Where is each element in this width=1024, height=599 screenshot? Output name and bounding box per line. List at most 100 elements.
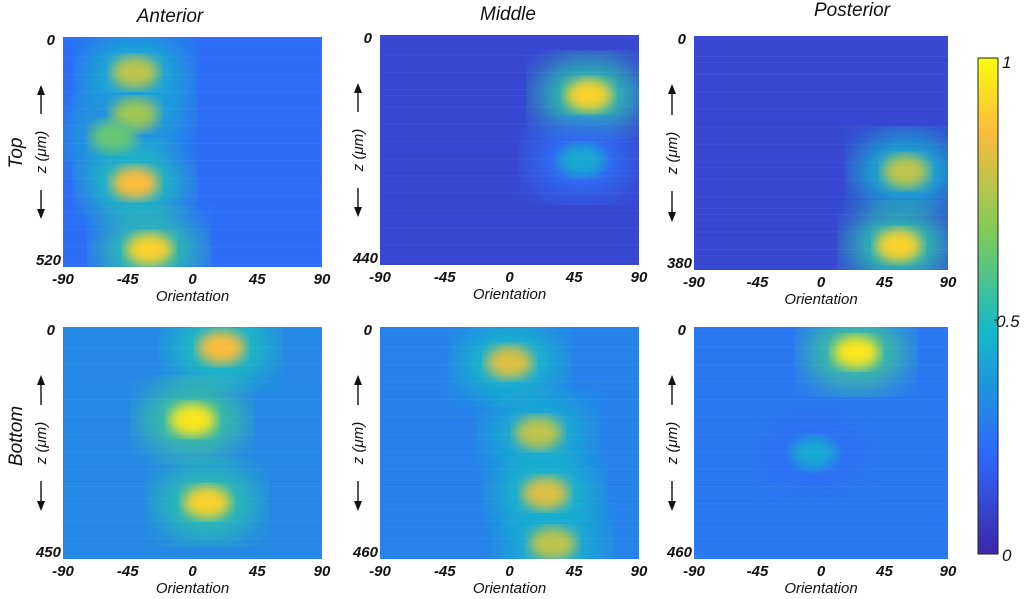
x-tick-label: 90	[631, 269, 648, 286]
heatmap-hotspot	[183, 486, 231, 519]
y-axis-label: z (μm)	[664, 132, 681, 175]
colorbar-tick-label: 0	[1002, 546, 1012, 565]
arrow-down-icon	[668, 212, 676, 222]
heatmap-hotspot	[197, 331, 245, 364]
y-tick-label: 520	[36, 252, 62, 269]
x-tick-label: -90	[369, 269, 391, 286]
x-tick-label: 90	[940, 563, 957, 580]
heatmap-hotspot	[169, 403, 216, 437]
arrow-up-icon	[37, 85, 45, 95]
x-tick-label: 45	[875, 563, 893, 580]
x-tick-label: -90	[369, 563, 391, 580]
heatmap-panel: 0 440 z (μm) -90 -45 0 45 90 Orientation	[350, 30, 648, 303]
colorbar-tick-label: 1	[1002, 53, 1011, 72]
heatmap-panel: 0 460 z (μm) -90 -45 0 45 90 Orientation	[350, 322, 648, 597]
heatmap-hotspot	[514, 416, 562, 450]
row-title-bottom: Bottom	[6, 406, 27, 466]
x-tick-label: 45	[875, 274, 893, 291]
y-axis-label: z (μm)	[350, 129, 367, 172]
x-axis-label: Orientation	[473, 580, 546, 597]
y-tick-label: 0	[364, 322, 373, 339]
x-tick-label: 0	[505, 563, 514, 580]
arrow-up-icon	[354, 375, 362, 385]
heatmap-hotspot	[875, 228, 922, 262]
x-tick-label: -45	[747, 563, 769, 580]
x-axis-label: Orientation	[784, 580, 857, 597]
arrow-down-icon	[37, 209, 45, 219]
heatmap-panel: 0 520 z (μm) -90 -45 0 45 90 Orientation	[33, 32, 331, 305]
arrow-up-icon	[37, 375, 45, 385]
y-tick-label: 460	[352, 544, 379, 561]
x-axis-label: Orientation	[473, 286, 546, 303]
arrow-up-icon	[668, 84, 676, 94]
x-tick-label: 90	[314, 271, 331, 288]
y-tick-label: 450	[35, 544, 62, 561]
y-axis-label: z (μm)	[33, 422, 50, 465]
heatmap-hotspot	[111, 166, 159, 200]
arrow-down-icon	[354, 501, 362, 511]
x-tick-label: -90	[683, 274, 705, 291]
x-tick-label: 0	[817, 563, 826, 580]
x-tick-label: 90	[314, 563, 331, 580]
heatmap-hotspot	[486, 346, 533, 379]
x-tick-label: -90	[52, 563, 74, 580]
y-axis-label: z (μm)	[350, 422, 367, 465]
arrow-down-icon	[354, 207, 362, 217]
y-tick-label: 0	[678, 322, 687, 339]
x-tick-label: 90	[631, 563, 648, 580]
x-tick-label: 90	[940, 274, 957, 291]
y-tick-label: 0	[364, 30, 373, 47]
heatmap-panel: 0 380 z (μm) -90 -45 0 45 90 Orientation	[664, 31, 957, 308]
heatmap-hotspot	[791, 436, 837, 470]
heatmap-hotspot	[529, 527, 576, 559]
colorbar: 1 0.5 0	[977, 53, 1020, 565]
y-tick-label: 0	[47, 322, 56, 339]
y-tick-label: 380	[667, 255, 693, 272]
x-tick-label: 45	[248, 271, 266, 288]
colorbar-gradient	[977, 57, 999, 555]
x-tick-label: 45	[248, 563, 266, 580]
x-tick-label: 45	[565, 563, 583, 580]
y-tick-label: 440	[352, 250, 379, 267]
arrow-up-icon	[354, 83, 362, 93]
row-title-top: Top	[6, 138, 27, 169]
heatmap-hotspot	[558, 144, 605, 177]
x-tick-label: 0	[188, 563, 197, 580]
heatmap-hotspot	[111, 56, 159, 89]
x-tick-label: -45	[117, 563, 139, 580]
arrow-down-icon	[37, 501, 45, 511]
column-title-anterior: Anterior	[136, 6, 204, 27]
x-tick-label: 0	[505, 269, 514, 286]
x-axis-label: Orientation	[784, 291, 857, 308]
heatmap-panel: 0 460 z (μm) -90 -45 0 45 90 Orientation	[664, 322, 957, 597]
y-tick-label: 460	[666, 544, 693, 561]
heatmap-hotspot	[565, 79, 612, 112]
colorbar-tick-label: 0.5	[996, 312, 1020, 331]
x-tick-label: -45	[117, 271, 139, 288]
y-tick-label: 0	[47, 32, 56, 49]
x-tick-label: -45	[434, 563, 456, 580]
y-axis-label: z (μm)	[664, 422, 681, 465]
column-title-posterior: Posterior	[814, 0, 891, 21]
heatmap-hotspot	[522, 477, 569, 510]
x-tick-label: -90	[683, 563, 705, 580]
heatmap-hotspot	[126, 233, 173, 266]
arrow-down-icon	[668, 501, 676, 511]
column-title-middle: Middle	[480, 4, 536, 25]
heatmap-hotspot	[90, 120, 137, 153]
heatmap-hotspot	[882, 155, 929, 188]
x-tick-label: 0	[817, 274, 826, 291]
y-tick-label: 0	[678, 31, 687, 48]
x-axis-label: Orientation	[156, 288, 229, 305]
x-tick-label: -45	[434, 269, 456, 286]
x-tick-label: -90	[52, 271, 74, 288]
x-tick-label: 45	[565, 269, 583, 286]
heatmap-hotspot	[833, 335, 880, 369]
x-axis-label: Orientation	[156, 580, 229, 597]
arrow-up-icon	[668, 375, 676, 385]
x-tick-label: -45	[747, 274, 769, 291]
y-axis-label: z (μm)	[33, 131, 50, 174]
heatmap-panel: 0 450 z (μm) -90 -45 0 45 90 Orientation	[33, 322, 331, 597]
x-tick-label: 0	[188, 271, 197, 288]
